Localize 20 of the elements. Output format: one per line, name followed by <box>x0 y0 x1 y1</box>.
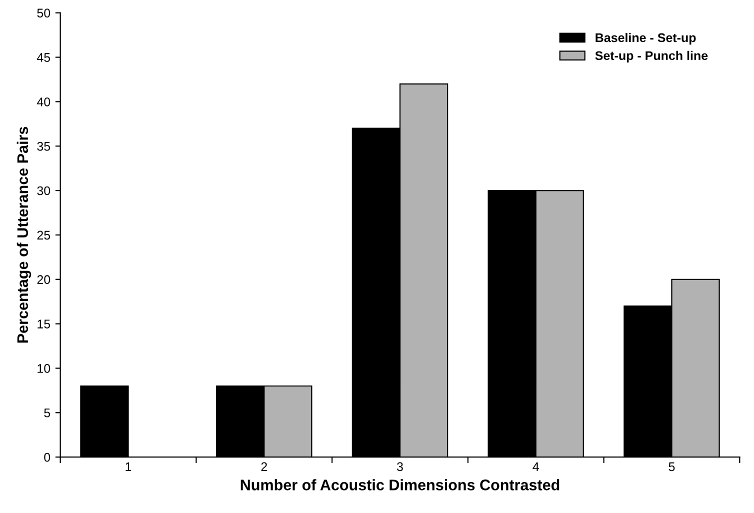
y-tick-label: 45 <box>36 53 50 62</box>
legend-label: Baseline - Set-up <box>596 32 696 45</box>
y-tick-label: 5 <box>44 408 50 418</box>
y-tick-label: 20 <box>37 275 50 284</box>
y-tick-label: 15 <box>38 320 50 328</box>
y-tick-label: 50 <box>37 8 50 18</box>
y-tick-label: 10 <box>38 364 50 373</box>
x-tick-label: 5 <box>668 462 675 472</box>
y-tick-label: 30 <box>37 186 50 196</box>
x-tick-label: 2 <box>261 462 267 472</box>
x-axis-title: Number of Acoustic Dimensions Contrasted <box>240 479 560 490</box>
legend-label: Set-up - Punch line <box>595 50 708 63</box>
y-tick-label: 40 <box>36 97 50 106</box>
x-tick-label: 4 <box>532 462 539 472</box>
y-axis-title: Percentage of Utterance Pairs <box>16 126 32 343</box>
y-tick-label: 35 <box>37 142 50 151</box>
x-tick-label: 3 <box>397 462 403 472</box>
y-tick-label: 25 <box>37 230 50 240</box>
y-tick-label: 0 <box>44 452 50 462</box>
x-tick-label: 1 <box>126 462 132 472</box>
